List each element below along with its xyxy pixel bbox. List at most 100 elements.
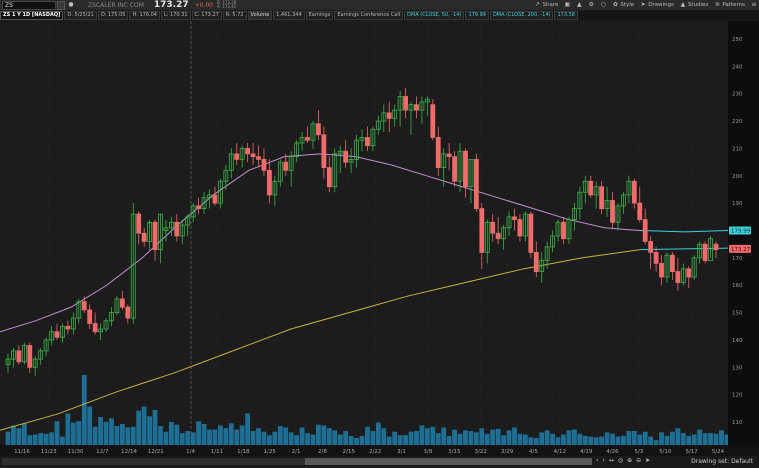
scroll-right-icon[interactable]: › xyxy=(602,457,605,464)
volume-bar xyxy=(659,432,664,445)
share-icon: ↗ xyxy=(534,1,540,8)
volume-bar xyxy=(599,436,605,445)
dma200-label[interactable]: DMA (CLOSE, 200, -14) xyxy=(489,11,554,20)
candle-up xyxy=(708,238,713,262)
candle-up xyxy=(49,331,54,341)
volume-bar xyxy=(130,426,136,445)
volume-bar xyxy=(158,426,163,445)
candle-up xyxy=(272,180,278,196)
volume-bar xyxy=(555,437,561,445)
candle-up xyxy=(348,158,354,163)
volume-bar xyxy=(365,426,370,445)
volume-bar xyxy=(5,431,11,445)
zoom-in-icon[interactable]: ⊕ xyxy=(627,457,633,464)
date-tick: 2/22 xyxy=(369,449,381,455)
volume-bar xyxy=(680,433,686,445)
patterns-button[interactable]: ≋ Patterns xyxy=(714,1,745,9)
candle-up xyxy=(38,350,44,360)
volume-bar xyxy=(196,421,202,445)
candle-up xyxy=(337,150,343,155)
symbol-dropdown-button[interactable] xyxy=(57,0,65,10)
candle-up xyxy=(163,227,169,231)
candle-down xyxy=(54,331,60,338)
candle-down xyxy=(659,262,664,278)
volume-bar xyxy=(370,431,376,445)
volume-bar xyxy=(218,425,223,445)
volume-bar xyxy=(190,432,196,445)
candlestick-chart[interactable] xyxy=(0,21,730,445)
volume-bar xyxy=(76,421,82,445)
candle-down xyxy=(452,156,457,182)
menu-icon: ≡ xyxy=(751,1,757,8)
date-tick: 12/21 xyxy=(148,449,164,455)
volume-bar xyxy=(392,431,398,445)
price-tick: 210 xyxy=(732,146,743,152)
flask-button[interactable]: ▲ xyxy=(576,2,582,8)
candle-up xyxy=(680,268,686,283)
volume-bar xyxy=(588,436,594,445)
expand-icon[interactable]: ↔ xyxy=(608,457,614,464)
candle-up xyxy=(228,153,234,171)
pointer-icon[interactable]: ➤ xyxy=(645,457,651,464)
candle-down xyxy=(686,268,692,278)
dma50-badge-text: 179.99 xyxy=(731,229,751,235)
volume-label[interactable]: Volume xyxy=(247,11,273,20)
candle-up xyxy=(392,109,398,119)
price-axis[interactable]: 1101201301401501601701801902002102202302… xyxy=(728,21,759,445)
volume-bar xyxy=(119,424,125,445)
candle-up xyxy=(375,120,381,130)
chart-tools: ↗ Share ▣ ▲ ⚙ ○ ✿ Style ➤ Drawings ▲ Studies… xyxy=(534,0,757,10)
dma50-future-line xyxy=(639,230,729,233)
volume-bar xyxy=(702,433,708,445)
time-scrollbar[interactable] xyxy=(2,458,592,465)
volume-bar xyxy=(604,432,610,445)
range-value: R: 5.72 xyxy=(222,11,247,20)
volume-bar xyxy=(550,433,556,445)
price-tick: 120 xyxy=(732,393,743,399)
candle-up xyxy=(408,104,414,111)
zoom-out-icon[interactable]: ⊖ xyxy=(636,457,642,464)
candle-up xyxy=(615,205,621,223)
candle-down xyxy=(495,232,501,240)
dma50-label[interactable]: DMA (CLOSE, 50, -14) xyxy=(404,11,465,20)
candle-up xyxy=(626,180,632,196)
studies-button[interactable]: ▲ Studies xyxy=(680,1,709,9)
candle-down xyxy=(463,150,468,188)
drawing-set-selector[interactable]: Drawing set: Default xyxy=(691,458,753,465)
candle-down xyxy=(642,219,648,242)
date-tick: 5/17 xyxy=(685,449,698,455)
candle-up xyxy=(555,221,561,237)
volume-bar xyxy=(697,429,703,445)
candle-up xyxy=(5,358,11,365)
candle-up xyxy=(207,194,212,199)
screenshot-button[interactable]: ▣ xyxy=(564,2,571,8)
scrollbar-thumb[interactable] xyxy=(305,458,592,465)
share-button[interactable]: ↗ Share xyxy=(534,1,559,9)
candle-up xyxy=(147,221,153,242)
style-button[interactable]: ✿ Style xyxy=(612,1,635,9)
zoom-button[interactable]: ○ xyxy=(600,2,606,8)
bottom-tools: ‹ › ↔ ◎ ⊕ ⊖ ➤ xyxy=(596,457,650,464)
lock-icon[interactable]: ● xyxy=(68,1,74,8)
earnings-label[interactable]: Earnings xyxy=(305,11,334,20)
candle-up xyxy=(201,197,207,210)
candle-up xyxy=(566,219,572,240)
volume-bar xyxy=(81,375,87,445)
candle-up xyxy=(604,200,610,210)
price-chart[interactable] xyxy=(0,21,730,445)
volume-bar xyxy=(359,435,365,445)
dma50-value: 179.99 xyxy=(465,11,489,20)
earnings-call-label[interactable]: Earnings Conference Call xyxy=(334,11,404,20)
candle-up xyxy=(43,339,49,352)
settings-button[interactable]: ⚙ xyxy=(588,2,594,8)
drawings-button[interactable]: ➤ Drawings xyxy=(640,1,674,9)
volume-bar xyxy=(691,434,697,445)
menu-button[interactable]: ≡ xyxy=(751,2,757,8)
price-tick: 170 xyxy=(732,256,743,262)
scroll-left-icon[interactable]: ‹ xyxy=(596,457,599,464)
symbol-input[interactable]: ZS xyxy=(2,0,56,10)
volume-bar xyxy=(65,413,71,445)
candle-down xyxy=(27,345,33,368)
date-axis[interactable]: 11/16 11/23 11/30 12/7 12/14 12/21 1/4 1/11 1/18… xyxy=(0,445,759,456)
globe-icon[interactable]: ◎ xyxy=(617,457,624,464)
